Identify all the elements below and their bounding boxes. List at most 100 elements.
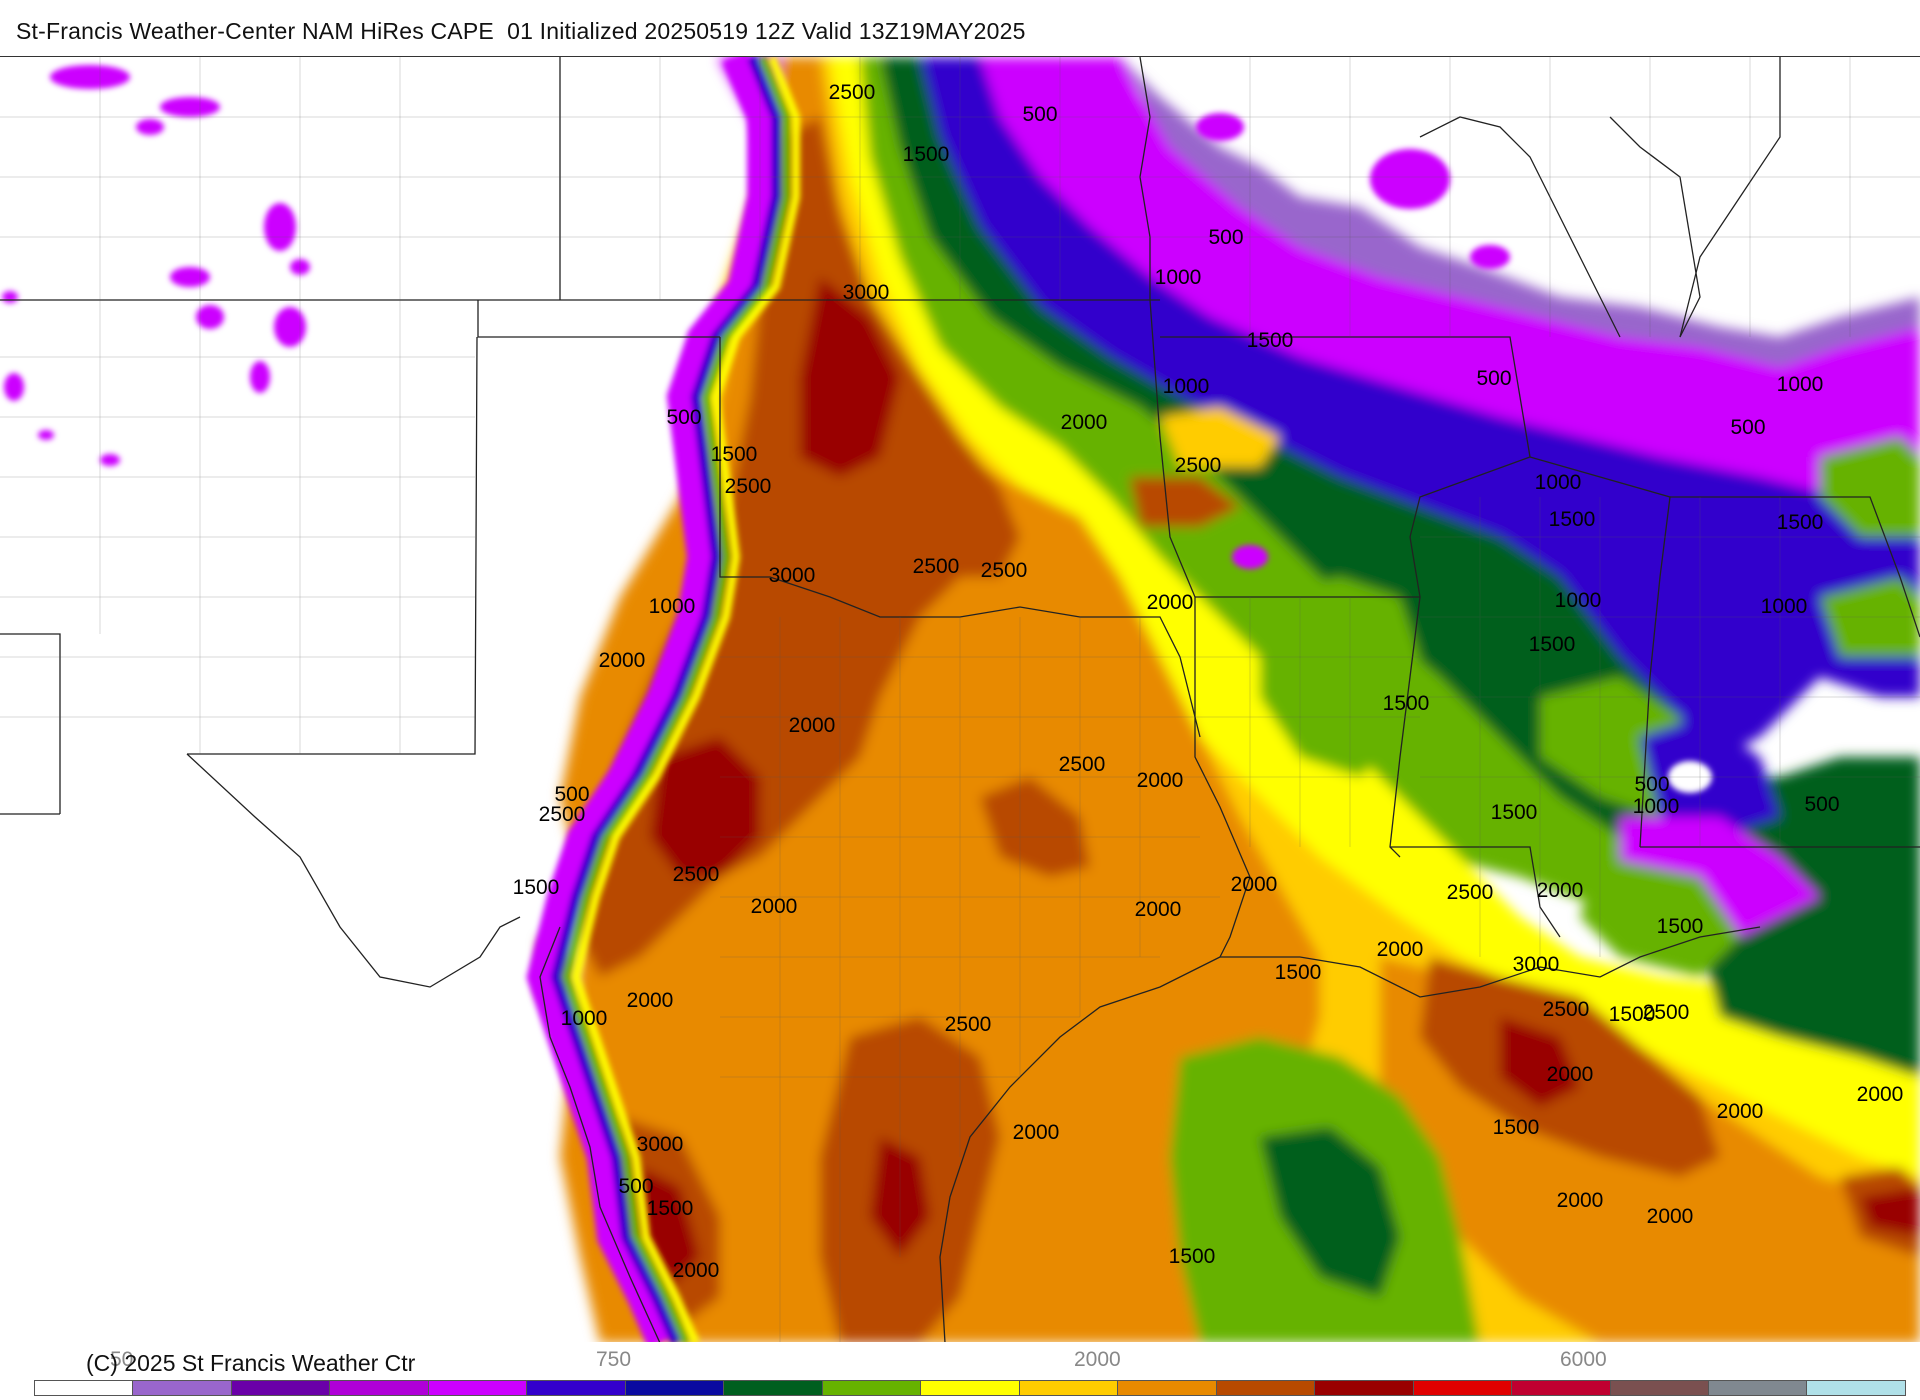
contour-label: 2000 — [1147, 591, 1194, 614]
cape-band-orange — [560, 57, 1320, 1343]
cape-field — [540, 57, 1920, 1343]
contour-label: 1500 — [903, 143, 950, 166]
contour-label: 2500 — [1059, 753, 1106, 776]
colorbar-segment — [428, 1381, 528, 1395]
cape-band-blue — [900, 57, 1920, 757]
page-title: St-Francis Weather-Center NAM HiRes CAPE… — [16, 18, 1026, 44]
contour-label: 500 — [666, 406, 701, 429]
colorbar-segment — [1315, 1381, 1414, 1395]
colorbar-segment — [133, 1381, 232, 1395]
legend-footer: (C) 2025 St Francis Weather Ctr 50 750 2… — [0, 1342, 1920, 1400]
contour-label: 2000 — [789, 714, 836, 737]
colorbar-segment — [1807, 1381, 1905, 1395]
contour-label: 2500 — [945, 1013, 992, 1036]
contour-label: 1000 — [1555, 589, 1602, 612]
colorbar-segment — [1610, 1381, 1709, 1395]
contour-label: 2000 — [1557, 1189, 1604, 1212]
contour-label: 1500 — [1609, 1003, 1656, 1026]
contour-label: 500 — [1476, 367, 1511, 390]
contour-label: 2000 — [1137, 769, 1184, 792]
colorbar-segment — [35, 1381, 134, 1395]
contour-label: 1000 — [561, 1007, 608, 1030]
contour-label: 1000 — [1163, 375, 1210, 398]
contour-label: 2000 — [1135, 898, 1182, 921]
contour-label: 2500 — [725, 475, 772, 498]
west-fringe — [2, 57, 1712, 1343]
contour-label: 3000 — [769, 564, 816, 587]
contour-label: 2500 — [539, 803, 586, 826]
contour-label: 2000 — [673, 1259, 720, 1282]
contour-label: 1000 — [1777, 373, 1824, 396]
contour-label: 1000 — [1761, 595, 1808, 618]
colorbar-segment — [1413, 1381, 1513, 1395]
cape-map-canvas: 2500150050030005001000150010002000250050… — [0, 57, 1920, 1343]
contour-label: 1500 — [1549, 508, 1596, 531]
colorbar-segment — [1216, 1381, 1316, 1395]
contour-label: 2500 — [1643, 1001, 1690, 1024]
contour-label: 500 — [618, 1175, 653, 1198]
contour-label: 1500 — [1383, 692, 1430, 715]
colorbar-tick-label: 750 — [596, 1348, 632, 1371]
colorbar-segment — [724, 1381, 823, 1395]
contour-label: 1500 — [1247, 329, 1294, 352]
county-lines — [0, 57, 1920, 1343]
contour-label: 2000 — [1013, 1121, 1060, 1144]
contour-label: 2500 — [673, 863, 720, 886]
contour-label: 2500 — [1447, 881, 1494, 904]
colorbar-segment — [1019, 1381, 1119, 1395]
contour-label: 2500 — [913, 555, 960, 578]
contour-label: 1500 — [1777, 511, 1824, 534]
contour-label: 1500 — [711, 443, 758, 466]
contour-label: 2500 — [1543, 998, 1590, 1021]
colorbar-segment — [527, 1381, 626, 1395]
colorbar-segment — [625, 1381, 725, 1395]
boundaries — [0, 57, 1920, 1343]
contour-label: 2000 — [1547, 1063, 1594, 1086]
contour-label: 1500 — [1657, 915, 1704, 938]
contour-label: 1000 — [649, 595, 696, 618]
contour-label: 1500 — [1491, 801, 1538, 824]
contour-label: 3000 — [1513, 953, 1560, 976]
contour-label: 1000 — [1633, 795, 1680, 818]
contour-label: 2000 — [599, 649, 646, 672]
contour-label: 500 — [554, 783, 589, 806]
cape-band-red — [800, 277, 900, 477]
colorbar — [34, 1380, 1906, 1396]
contour-label: 2500 — [1175, 454, 1222, 477]
colorbar-segment — [1512, 1381, 1611, 1395]
contour-label: 3000 — [843, 281, 890, 304]
contour-label: 1500 — [1169, 1245, 1216, 1268]
copyright-text: (C) 2025 St Francis Weather Ctr — [86, 1350, 416, 1376]
colorbar-tick-label: 50 — [110, 1348, 134, 1371]
contour-label: 500 — [1022, 103, 1057, 126]
cape-map: 2500 1500 500 3000 500 1000 1500 1000 2000 2500 50… — [0, 56, 1920, 1344]
colorbar-segment — [822, 1381, 922, 1395]
contour-label: 2000 — [1231, 873, 1278, 896]
contour-label: 2000 — [1537, 879, 1584, 902]
colorbar-segment — [1118, 1381, 1217, 1395]
contour-label: 1500 — [1529, 633, 1576, 656]
title-bar: St-Francis Weather-Center NAM HiRes CAPE… — [0, 0, 1920, 56]
colorbar-tick-label: 6000 — [1560, 1348, 1607, 1371]
contour-label: 1000 — [1155, 266, 1202, 289]
contour-label: 2500 — [981, 559, 1028, 582]
colorbar-tick-label: 2000 — [1074, 1348, 1121, 1371]
contour-label: 2000 — [627, 989, 674, 1012]
contour-label: 2000 — [1717, 1100, 1764, 1123]
colorbar-segment — [921, 1381, 1020, 1395]
colorbar-segment — [330, 1381, 429, 1395]
contour-label: 500 — [1804, 793, 1839, 816]
contour-label: 500 — [1730, 416, 1765, 439]
contour-label: 500 — [1208, 226, 1243, 249]
contour-label: 2000 — [1647, 1205, 1694, 1228]
contour-label: 3000 — [637, 1133, 684, 1156]
contour-label: 2000 — [1377, 938, 1424, 961]
contour-label: 1500 — [513, 876, 560, 899]
contour-labels: 2500150050030005001000150010002000250050… — [513, 81, 1904, 1282]
contour-label: 1500 — [1493, 1116, 1540, 1139]
contour-label: 1500 — [647, 1197, 694, 1220]
contour-label: 1500 — [1275, 961, 1322, 984]
colorbar-segment — [1708, 1381, 1808, 1395]
contour-label: 500 — [1634, 773, 1669, 796]
colorbar-segment — [231, 1381, 331, 1395]
